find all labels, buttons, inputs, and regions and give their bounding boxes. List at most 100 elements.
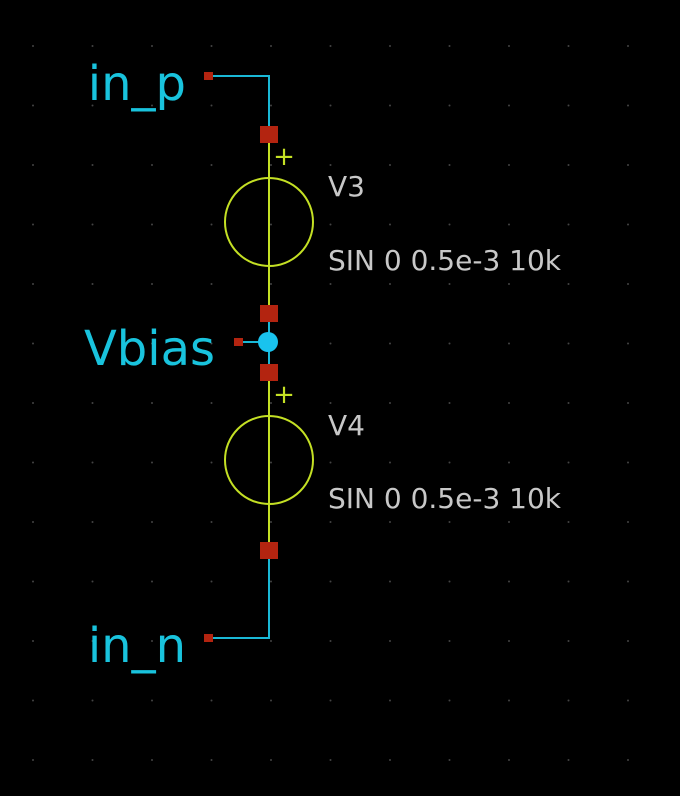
grid-dot xyxy=(448,759,451,761)
grid-dot xyxy=(508,699,510,702)
net-label-in-p[interactable]: in_p xyxy=(88,56,186,112)
in-p-label-pin[interactable] xyxy=(204,72,213,80)
net-label-in-n[interactable]: in_n xyxy=(88,618,186,674)
grid-dot xyxy=(270,223,272,226)
grid-dot xyxy=(508,759,510,761)
v3-pin-bottom[interactable] xyxy=(260,305,278,322)
grid-dot xyxy=(151,283,153,285)
wire-in-p[interactable] xyxy=(210,75,270,134)
grid-dot xyxy=(448,342,451,345)
v3-value-label[interactable]: SIN 0 0.5e-3 10k xyxy=(328,244,562,277)
grid-dot xyxy=(151,699,153,702)
grid-dot xyxy=(91,164,94,166)
grid-dot xyxy=(270,461,272,464)
grid-dot xyxy=(329,580,332,583)
grid-dot xyxy=(270,699,272,702)
grid-dot xyxy=(627,759,629,761)
grid-dot xyxy=(389,580,391,583)
grid-dot xyxy=(567,699,570,702)
v3-ref-label[interactable]: V3 xyxy=(328,170,365,203)
grid-dot xyxy=(210,104,213,107)
vbias-label-pin[interactable] xyxy=(234,338,243,346)
grid-dot xyxy=(329,699,332,702)
grid-dot xyxy=(329,164,332,166)
grid-dot xyxy=(627,164,629,166)
grid-dot xyxy=(567,342,570,345)
grid-dot xyxy=(508,283,510,285)
grid-dot xyxy=(151,45,153,47)
grid-dot xyxy=(627,699,629,702)
grid-dot xyxy=(508,580,510,583)
grid-dot xyxy=(270,164,272,166)
grid-dot xyxy=(389,45,391,47)
grid-dot xyxy=(389,699,391,702)
grid-dot xyxy=(567,759,570,761)
grid-dot xyxy=(210,45,213,47)
grid-dot xyxy=(32,402,34,404)
grid-dot xyxy=(32,45,34,47)
grid-dot xyxy=(627,283,629,285)
wire-in-n[interactable] xyxy=(210,550,270,639)
v4-value-label[interactable]: SIN 0 0.5e-3 10k xyxy=(328,482,562,515)
net-label-vbias[interactable]: Vbias xyxy=(84,321,215,377)
grid-dot xyxy=(627,104,629,107)
grid-dot xyxy=(91,580,94,583)
grid-dot xyxy=(210,521,213,523)
source-v3[interactable]: + V3 SIN 0 0.5e-3 10k xyxy=(224,134,562,313)
v3-pin-top[interactable] xyxy=(260,126,278,143)
grid-dot xyxy=(448,45,451,47)
grid-dot xyxy=(210,580,213,583)
grid-dot xyxy=(389,759,391,761)
grid-dot xyxy=(627,521,629,523)
grid-dot xyxy=(627,223,629,226)
grid-dot xyxy=(151,759,153,761)
grid-dot xyxy=(389,164,391,166)
grid-dot xyxy=(329,521,332,523)
grid-dot xyxy=(389,521,391,523)
v4-pin-top[interactable] xyxy=(260,364,278,381)
grid-dot xyxy=(389,402,391,404)
v4-pin-bottom[interactable] xyxy=(260,542,278,559)
v4-polarity-marker: + xyxy=(273,380,295,410)
grid-dot xyxy=(270,104,272,107)
grid-dot xyxy=(151,342,153,345)
grid-dot xyxy=(448,283,451,285)
grid-dot xyxy=(270,521,272,523)
grid-dot xyxy=(567,640,570,642)
grid-dot xyxy=(448,640,451,642)
grid-dot xyxy=(32,164,34,166)
grid-dot xyxy=(32,580,34,583)
grid-dot xyxy=(329,283,332,285)
grid-dot xyxy=(567,580,570,583)
v3-polarity-marker: + xyxy=(273,142,295,172)
grid-dot xyxy=(389,342,391,345)
grid-dot xyxy=(329,640,332,642)
grid-dot xyxy=(270,402,272,404)
grid-dot xyxy=(389,104,391,107)
grid-dot xyxy=(389,461,391,464)
grid-dot xyxy=(270,640,272,642)
grid-dot xyxy=(627,45,629,47)
grid-dot xyxy=(210,223,213,226)
grid-dot xyxy=(329,104,332,107)
grid-dot xyxy=(508,402,510,404)
in-n-label-pin[interactable] xyxy=(204,634,213,642)
vbias-junction-dot[interactable] xyxy=(258,332,278,352)
source-v4[interactable]: + V4 SIN 0 0.5e-3 10k xyxy=(224,372,562,550)
grid-dot xyxy=(32,223,34,226)
grid-dot xyxy=(91,283,94,285)
v4-ref-label[interactable]: V4 xyxy=(328,409,365,442)
grid-dot xyxy=(151,402,153,404)
grid-dot xyxy=(329,223,332,226)
grid-dot xyxy=(567,223,570,226)
grid-dot xyxy=(32,759,34,761)
grid-dot xyxy=(91,461,94,464)
grid-dot xyxy=(448,164,451,166)
grid-dot xyxy=(508,640,510,642)
grid-dot xyxy=(448,699,451,702)
grid-dot xyxy=(91,521,94,523)
grid-dot xyxy=(567,521,570,523)
grid-dot xyxy=(567,461,570,464)
pins xyxy=(204,72,278,642)
